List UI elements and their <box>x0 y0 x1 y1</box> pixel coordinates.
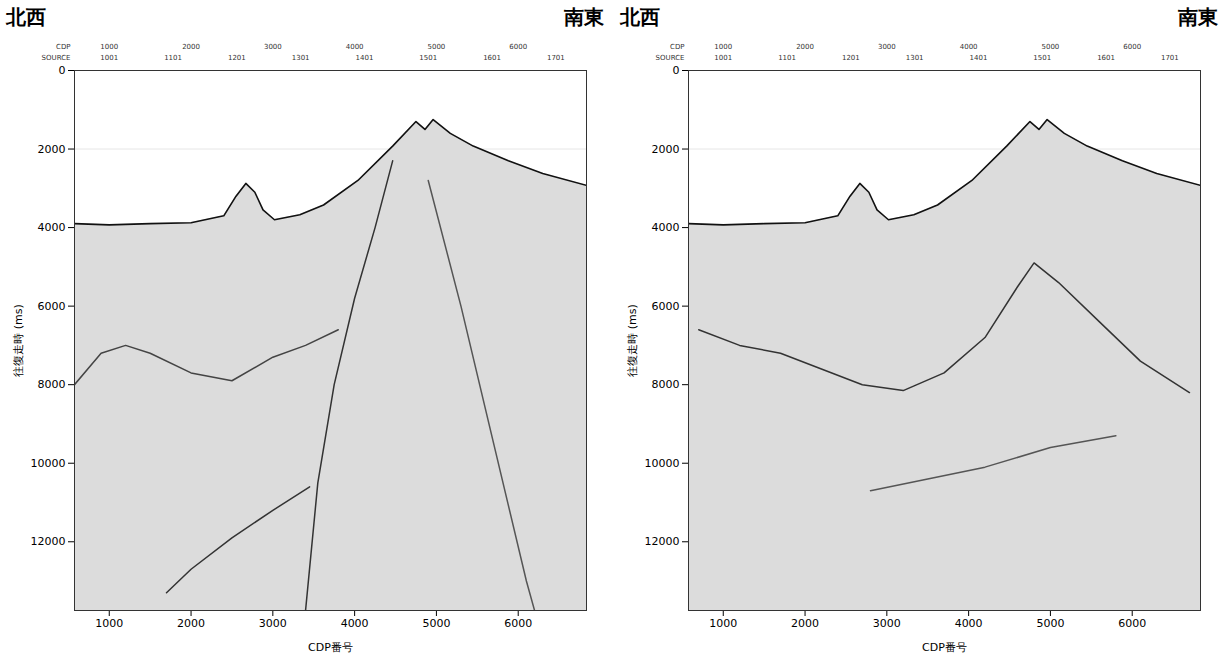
svg-text:1501: 1501 <box>1033 54 1051 62</box>
svg-text:4000: 4000 <box>341 617 369 630</box>
svg-text:3000: 3000 <box>873 617 901 630</box>
svg-text:SOURCE: SOURCE <box>656 54 685 62</box>
svg-text:12000: 12000 <box>645 535 680 548</box>
svg-text:1401: 1401 <box>970 54 988 62</box>
svg-text:4000: 4000 <box>960 43 978 51</box>
svg-text:往復走時 (ms): 往復走時 (ms) <box>12 304 25 377</box>
svg-text:6000: 6000 <box>38 300 66 313</box>
svg-text:8000: 8000 <box>652 378 680 391</box>
svg-text:CDP番号: CDP番号 <box>308 641 353 654</box>
svg-text:CDP: CDP <box>670 43 685 51</box>
svg-text:1001: 1001 <box>714 54 732 62</box>
svg-text:1301: 1301 <box>292 54 310 62</box>
svg-text:SOURCE: SOURCE <box>42 54 71 62</box>
svg-text:3000: 3000 <box>878 43 896 51</box>
svg-text:2000: 2000 <box>652 143 680 156</box>
svg-text:4000: 4000 <box>652 221 680 234</box>
svg-text:8000: 8000 <box>38 378 66 391</box>
svg-text:1000: 1000 <box>100 43 118 51</box>
svg-text:5000: 5000 <box>1036 617 1064 630</box>
svg-text:3000: 3000 <box>259 617 287 630</box>
svg-text:5000: 5000 <box>428 43 446 51</box>
svg-text:10000: 10000 <box>645 457 680 470</box>
html-text:北西: 北西 <box>6 5 46 29</box>
svg-text:2000: 2000 <box>182 43 200 51</box>
svg-text:2000: 2000 <box>177 617 205 630</box>
svg-text:3000: 3000 <box>264 43 282 51</box>
svg-text:1601: 1601 <box>483 54 501 62</box>
svg-text:6000: 6000 <box>1118 617 1146 630</box>
svg-text:1000: 1000 <box>709 617 737 630</box>
svg-text:12000: 12000 <box>31 535 66 548</box>
svg-text:10000: 10000 <box>31 457 66 470</box>
svg-text:1000: 1000 <box>95 617 123 630</box>
svg-text:5000: 5000 <box>422 617 450 630</box>
svg-text:CDP番号: CDP番号 <box>922 641 967 654</box>
html-text:南東: 南東 <box>564 5 604 29</box>
svg-text:5000: 5000 <box>1042 43 1060 51</box>
svg-text:1501: 1501 <box>419 54 437 62</box>
svg-text:往復走時 (ms): 往復走時 (ms) <box>626 304 639 377</box>
svg-text:6000: 6000 <box>1123 43 1141 51</box>
svg-text:1000: 1000 <box>714 43 732 51</box>
svg-text:1101: 1101 <box>164 54 182 62</box>
svg-text:4000: 4000 <box>955 617 983 630</box>
svg-text:1001: 1001 <box>100 54 118 62</box>
svg-text:1301: 1301 <box>906 54 924 62</box>
svg-text:1201: 1201 <box>842 54 860 62</box>
svg-text:6000: 6000 <box>652 300 680 313</box>
svg-text:4000: 4000 <box>38 221 66 234</box>
html-text:南東: 南東 <box>1178 5 1218 29</box>
svg-text:2000: 2000 <box>796 43 814 51</box>
svg-text:1601: 1601 <box>1097 54 1115 62</box>
svg-text:6000: 6000 <box>504 617 532 630</box>
svg-text:2000: 2000 <box>791 617 819 630</box>
html-text:北西: 北西 <box>620 5 660 29</box>
svg-text:1701: 1701 <box>547 54 565 62</box>
svg-text:0: 0 <box>59 64 66 77</box>
svg-text:1701: 1701 <box>1161 54 1179 62</box>
svg-text:1401: 1401 <box>356 54 374 62</box>
svg-text:6000: 6000 <box>509 43 527 51</box>
svg-text:CDP: CDP <box>56 43 71 51</box>
svg-text:4000: 4000 <box>346 43 364 51</box>
svg-text:0: 0 <box>673 64 680 77</box>
svg-text:1101: 1101 <box>778 54 796 62</box>
svg-text:1201: 1201 <box>228 54 246 62</box>
svg-text:2000: 2000 <box>38 143 66 156</box>
